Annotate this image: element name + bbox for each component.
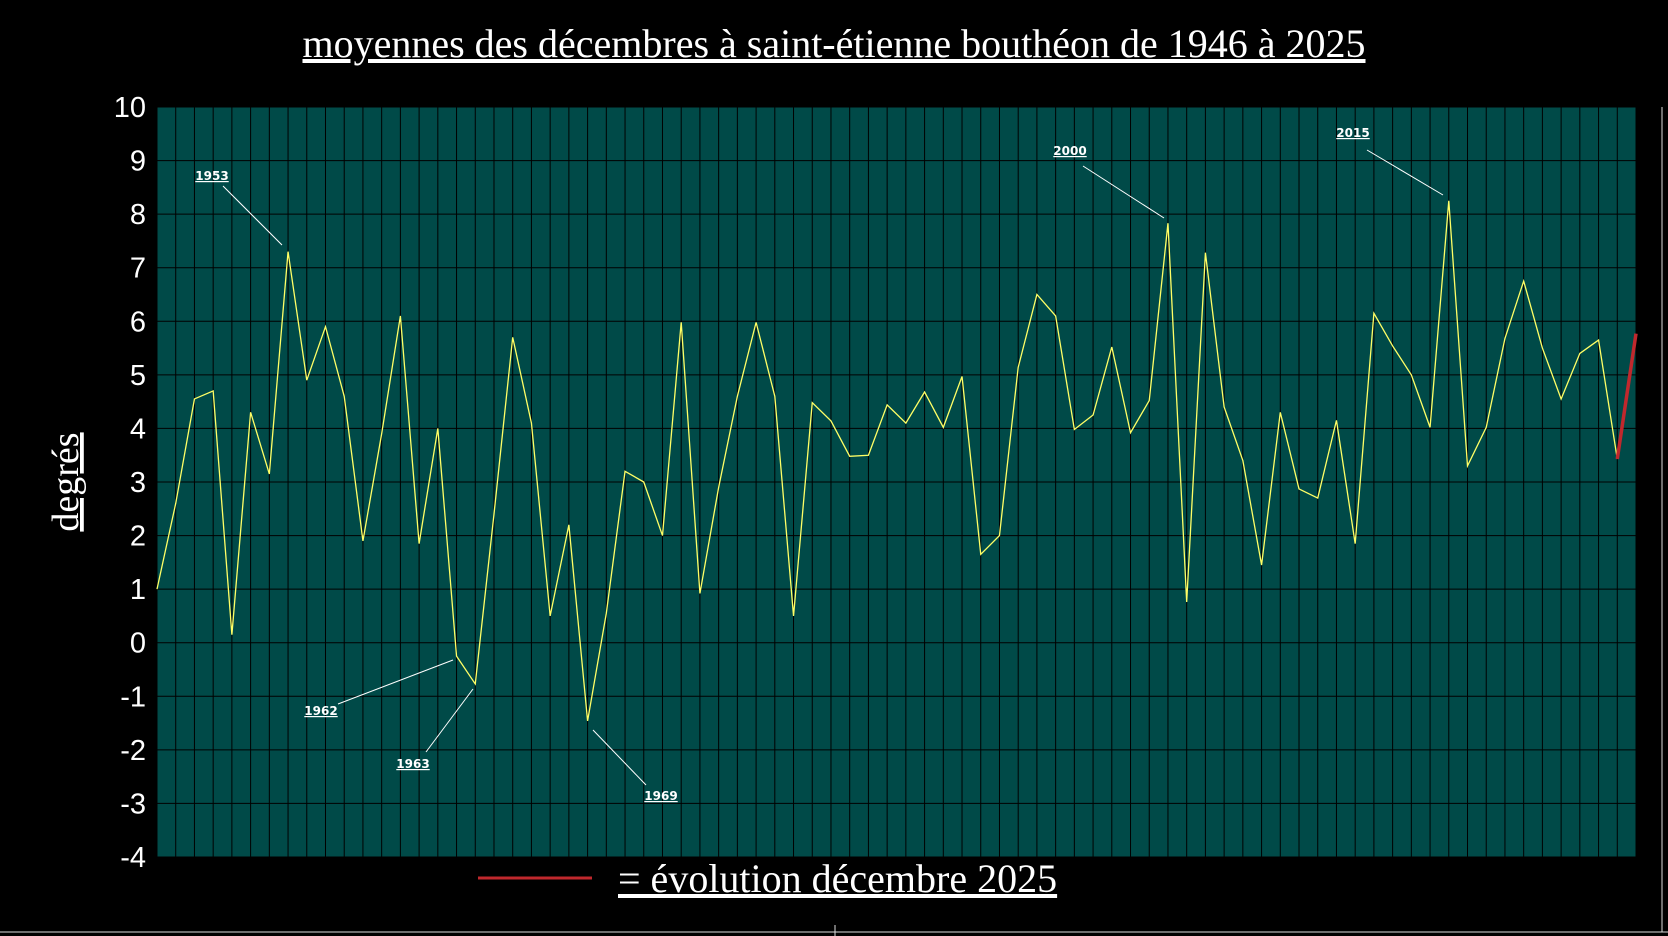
y-tick-label: 6 bbox=[130, 306, 146, 338]
annotation-leader-line bbox=[425, 688, 474, 753]
annotation-label: 2015 bbox=[1336, 126, 1369, 140]
plot-area bbox=[156, 106, 1638, 858]
evolution-2025-line bbox=[1615, 333, 1638, 460]
annotation-label: 1962 bbox=[304, 704, 337, 718]
annotation-label: 1963 bbox=[396, 757, 429, 771]
legend-label: = évolution décembre 2025 bbox=[618, 856, 1057, 901]
annotation-leader-line bbox=[592, 729, 647, 786]
y-tick-label: 1 bbox=[130, 574, 146, 606]
annotation-leader-line bbox=[1366, 149, 1444, 196]
annotation-label: 1969 bbox=[644, 789, 677, 803]
chart-title: moyennes des décembres à saint-étienne b… bbox=[302, 21, 1365, 66]
y-tick-label: 2 bbox=[130, 521, 146, 553]
annotation-label: 1953 bbox=[195, 169, 228, 183]
annotation-leader-line bbox=[222, 185, 283, 246]
y-tick-label: 9 bbox=[130, 146, 146, 178]
annotation-leader-line bbox=[337, 659, 454, 705]
annotation-label: 2000 bbox=[1053, 144, 1086, 158]
y-tick-label: -4 bbox=[120, 842, 146, 874]
y-tick-label: 7 bbox=[130, 253, 146, 285]
y-tick-label: 8 bbox=[130, 199, 146, 231]
y-axis-label: degrés bbox=[45, 432, 87, 531]
y-tick-label: 4 bbox=[130, 413, 146, 445]
y-tick-label: -3 bbox=[120, 788, 146, 820]
y-tick-label: -2 bbox=[120, 735, 146, 767]
y-tick-label: 5 bbox=[130, 360, 146, 392]
y-tick-label: -1 bbox=[120, 681, 146, 713]
annotations: 1953 1962 1963 1969 2000 2015 bbox=[195, 126, 1444, 803]
y-tick-label: 0 bbox=[130, 628, 146, 660]
y-tick-label: 3 bbox=[130, 467, 146, 499]
annotation-leader-line bbox=[1082, 165, 1165, 219]
y-tick-label: 10 bbox=[114, 92, 146, 124]
